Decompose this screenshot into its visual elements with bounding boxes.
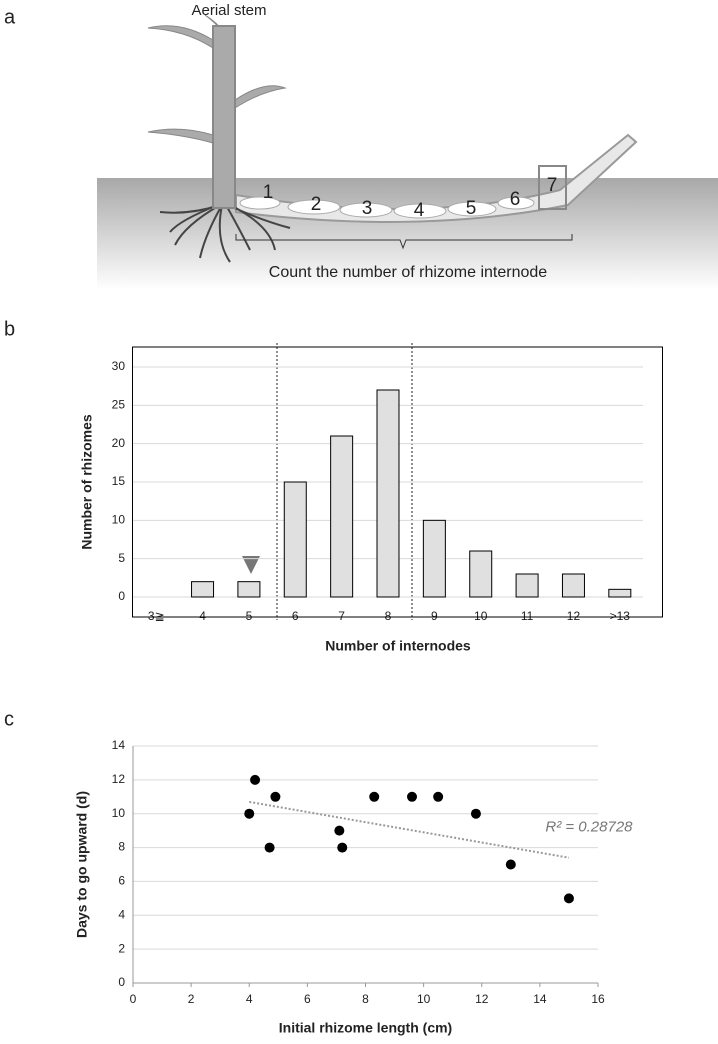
x-tick-label: 14 [533, 992, 547, 1006]
caption: Count the number of rhizome internode [269, 264, 547, 281]
arrowhead [242, 556, 260, 574]
point [563, 893, 574, 904]
point [407, 791, 417, 802]
point [337, 842, 348, 853]
bar [283, 481, 307, 598]
y-tick-label: 5 [118, 551, 125, 565]
y-tick-label: 15 [112, 474, 126, 488]
plot-frame [132, 346, 663, 618]
x-tick-label: 9 [431, 609, 438, 623]
point [369, 791, 380, 802]
y-tick-label: 0 [118, 975, 125, 989]
bar [422, 519, 446, 598]
point [270, 791, 281, 802]
y-axis-title: Days to go upward (d) [74, 791, 90, 938]
x-tick-label: >13 [610, 609, 631, 623]
y-tick-label: 6 [118, 874, 125, 888]
x-tick-label: 12 [475, 992, 489, 1006]
internode-label: 5 [466, 198, 477, 219]
x-tick-label: 8 [385, 609, 392, 623]
y-tick-label: 12 [112, 772, 126, 786]
x-axis-title: Number of internodes [325, 638, 471, 654]
point [334, 825, 345, 836]
panel-label: a [4, 6, 16, 28]
point [244, 808, 255, 819]
point [433, 791, 444, 802]
internode-labels: 1 2 3 4 5 6 7 [263, 175, 558, 221]
bar [237, 581, 261, 598]
internode-label: 6 [510, 189, 521, 210]
bar-chart: 0 5 10 15 20 25 30 3≧ 4 5 6 7 8 9 10 11 12 >13 Number of r… [79, 343, 663, 654]
x-tick-label: 2 [188, 992, 195, 1006]
x-tick-label: 10 [417, 992, 431, 1006]
bar [608, 588, 632, 598]
y-tick-label: 4 [118, 907, 125, 921]
x-tick-label: 11 [521, 609, 534, 623]
trendline [249, 800, 570, 859]
x-tick-label: 5 [246, 609, 253, 623]
y-tick-label: 30 [112, 359, 126, 373]
bar [330, 435, 354, 598]
internode-label: 4 [414, 200, 425, 221]
leaves [147, 14, 287, 144]
diagram: Aerial stem 1 2 3 4 5 6 7 Count the numb… [97, 2, 718, 290]
internode-segments [239, 196, 535, 219]
x-tick-label: 6 [292, 609, 299, 623]
internode-label: 7 [547, 175, 558, 196]
internode-label: 1 [263, 182, 274, 203]
stem [212, 25, 236, 209]
scatter-chart: 0 2 4 6 8 10 12 14 0 2 4 6 8 10 12 14 16 R² = 0.28728 Days… [74, 738, 633, 1036]
x-axis-title: Initial rhizome length (cm) [279, 1020, 452, 1036]
stem-label: Aerial stem [191, 2, 266, 19]
point [250, 774, 261, 785]
panel-label: c [4, 708, 14, 730]
x-tick-label: 0 [130, 992, 137, 1006]
x-tick-label: 3≧ [148, 609, 165, 623]
x-tick-label: 12 [567, 609, 581, 623]
bar [515, 573, 539, 598]
panel-label: b [4, 318, 15, 340]
internode-label: 2 [311, 194, 322, 215]
box [538, 165, 567, 210]
x-tick-label: 7 [338, 609, 345, 623]
x-tick-label: 16 [591, 992, 605, 1006]
x-tick-label: 4 [246, 992, 253, 1006]
bracket [235, 234, 573, 250]
y-tick-label: 10 [112, 806, 126, 820]
point [264, 842, 275, 853]
internode-label: 3 [362, 198, 373, 219]
x-tick-label: 10 [474, 609, 488, 623]
point [470, 808, 481, 819]
annotation: R² = 0.28728 [545, 819, 633, 836]
bar [191, 581, 215, 598]
y-axis-title: Number of rhizomes [79, 414, 95, 550]
y-tick-label: 0 [118, 589, 125, 603]
soil [97, 178, 718, 290]
bar [469, 550, 493, 598]
y-tick-label: 8 [118, 840, 125, 854]
y-tick-label: 20 [112, 436, 126, 450]
y-tick-label: 25 [112, 398, 126, 412]
bar [561, 573, 585, 598]
y-tick-label: 14 [112, 738, 126, 752]
x-tick-label: 8 [362, 992, 369, 1006]
y-tick-label: 10 [112, 513, 126, 527]
bar [376, 389, 400, 598]
x-tick-label: 6 [304, 992, 311, 1006]
point [505, 859, 516, 870]
x-tick-label: 4 [199, 609, 206, 623]
y-tick-label: 2 [118, 941, 125, 955]
